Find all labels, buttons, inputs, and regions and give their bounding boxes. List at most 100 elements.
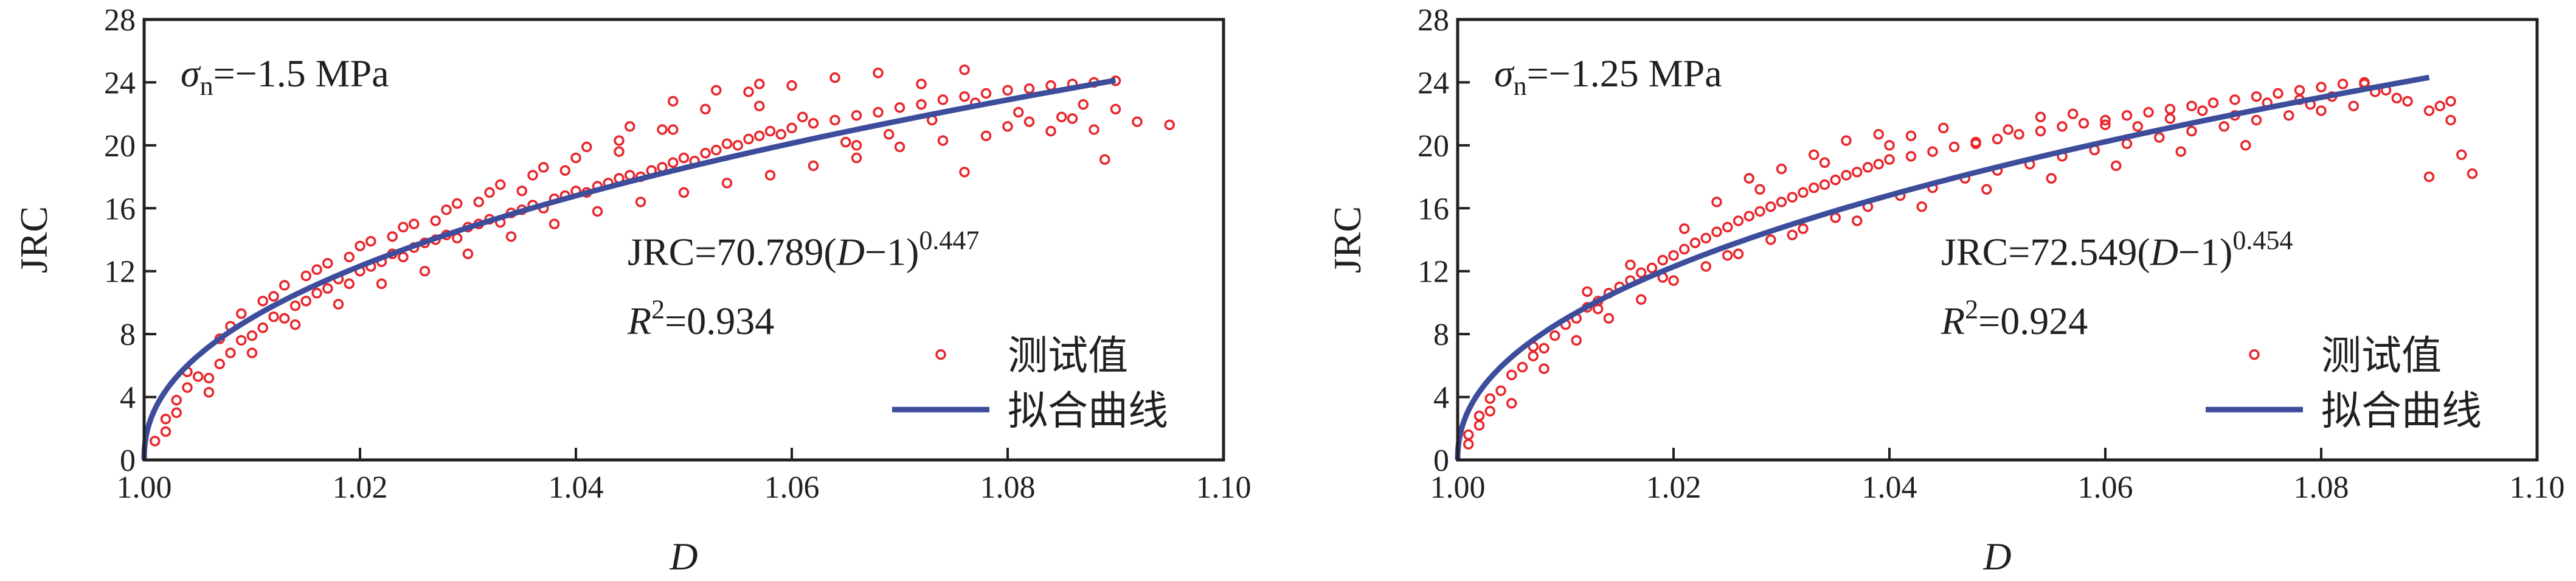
data-point [279, 280, 290, 291]
sigma-symbol-left: σ [181, 52, 201, 95]
data-point [873, 106, 884, 118]
data-point [516, 186, 527, 197]
data-point [1528, 350, 1539, 362]
data-point [1776, 197, 1787, 207]
fit-equation-right: JRC=72.549(D−1)0.454 [1941, 225, 2293, 273]
data-point [182, 382, 193, 393]
x-axis-ticks-right: 1.00 1.02 1.04 1.06 1.08 1.10 [1430, 448, 2565, 505]
legend-label-fit-right: 拟合曲线 [2321, 387, 2482, 434]
data-point [2294, 85, 2305, 96]
data-point [300, 270, 311, 282]
data-point [2175, 146, 2186, 157]
data-point [1646, 262, 1658, 274]
data-point [786, 80, 797, 91]
data-point [884, 129, 895, 140]
data-point [1679, 223, 1690, 234]
data-point [2035, 125, 2046, 137]
data-point [268, 291, 279, 302]
data-point [1549, 330, 1560, 341]
data-point [1884, 154, 1895, 165]
data-point [246, 347, 258, 358]
data-point [203, 372, 215, 384]
data-point [344, 278, 355, 290]
data-point [1787, 229, 1798, 240]
equation-exponent-left: 0.447 [919, 225, 979, 255]
legend-label-test-left: 测试值 [1008, 332, 1128, 379]
data-point [355, 240, 365, 252]
data-point [409, 218, 420, 229]
data-point [1743, 173, 1754, 184]
data-point [840, 136, 851, 148]
data-point [160, 414, 171, 425]
data-point [430, 215, 441, 226]
data-point [711, 85, 722, 96]
y-tick-label: 16 [104, 192, 136, 226]
data-point [1970, 136, 1981, 148]
data-point [1841, 135, 1852, 146]
data-point [1668, 275, 1679, 286]
data-point [289, 300, 301, 311]
data-point [1798, 223, 1809, 234]
data-point [559, 165, 570, 176]
y-tick-label: 12 [1418, 255, 1449, 290]
data-point [1765, 234, 1776, 245]
data-point [300, 296, 311, 307]
data-point [1679, 243, 1690, 255]
data-point [398, 251, 409, 263]
data-point [1830, 212, 1841, 223]
data-point [916, 99, 927, 110]
data-point [1495, 385, 1506, 396]
y-tick-label: 12 [104, 255, 136, 290]
data-point [171, 394, 182, 406]
data-point [1636, 294, 1647, 305]
data-point [1689, 237, 1701, 248]
x-tick-label: 1.00 [1430, 470, 1486, 505]
data-point [1711, 226, 1722, 237]
y-tick-label: 20 [1418, 129, 1449, 164]
data-point [1089, 124, 1099, 135]
data-point [2316, 82, 2327, 92]
data-point [786, 122, 797, 134]
data-point [1852, 167, 1863, 178]
r2-symbol-left: R [627, 299, 651, 343]
data-point [1099, 154, 1110, 165]
data-point [2068, 108, 2079, 119]
r-squared-right: R2=0.924 [1941, 294, 2088, 343]
data-point [959, 91, 970, 102]
data-point [851, 110, 862, 121]
data-point [1539, 363, 1549, 374]
equation-var-left: D [836, 230, 865, 273]
data-point [246, 330, 258, 341]
data-point [894, 102, 905, 113]
r2-value-right: =0.924 [1978, 299, 2088, 343]
data-point [980, 130, 992, 142]
data-point [916, 78, 927, 89]
data-point [268, 311, 279, 322]
data-point [570, 152, 581, 164]
data-point [1927, 146, 1938, 157]
data-point [1873, 129, 1884, 140]
data-point [2111, 160, 2122, 172]
data-point [2316, 105, 2327, 116]
data-point [1571, 335, 1582, 346]
data-point [894, 141, 905, 153]
data-point [333, 299, 344, 310]
y-axis-ticks-left: 0 4 8 12 16 20 24 28 [104, 3, 156, 478]
data-point [1110, 103, 1121, 115]
data-point [668, 157, 679, 169]
x-tick-label: 1.08 [980, 470, 1036, 505]
data-point [214, 358, 225, 370]
plot-frame-right [1456, 18, 2539, 462]
x-tick-label: 1.10 [1196, 470, 1252, 505]
data-point [851, 140, 862, 151]
data-point [2240, 140, 2251, 151]
data-point [1132, 116, 1143, 127]
data-point [1023, 83, 1035, 94]
data-point [1164, 119, 1175, 130]
data-point [1733, 248, 1744, 260]
data-point [2251, 114, 2262, 126]
data-point [1473, 410, 1485, 422]
data-point [365, 235, 376, 247]
data-point [678, 187, 690, 198]
